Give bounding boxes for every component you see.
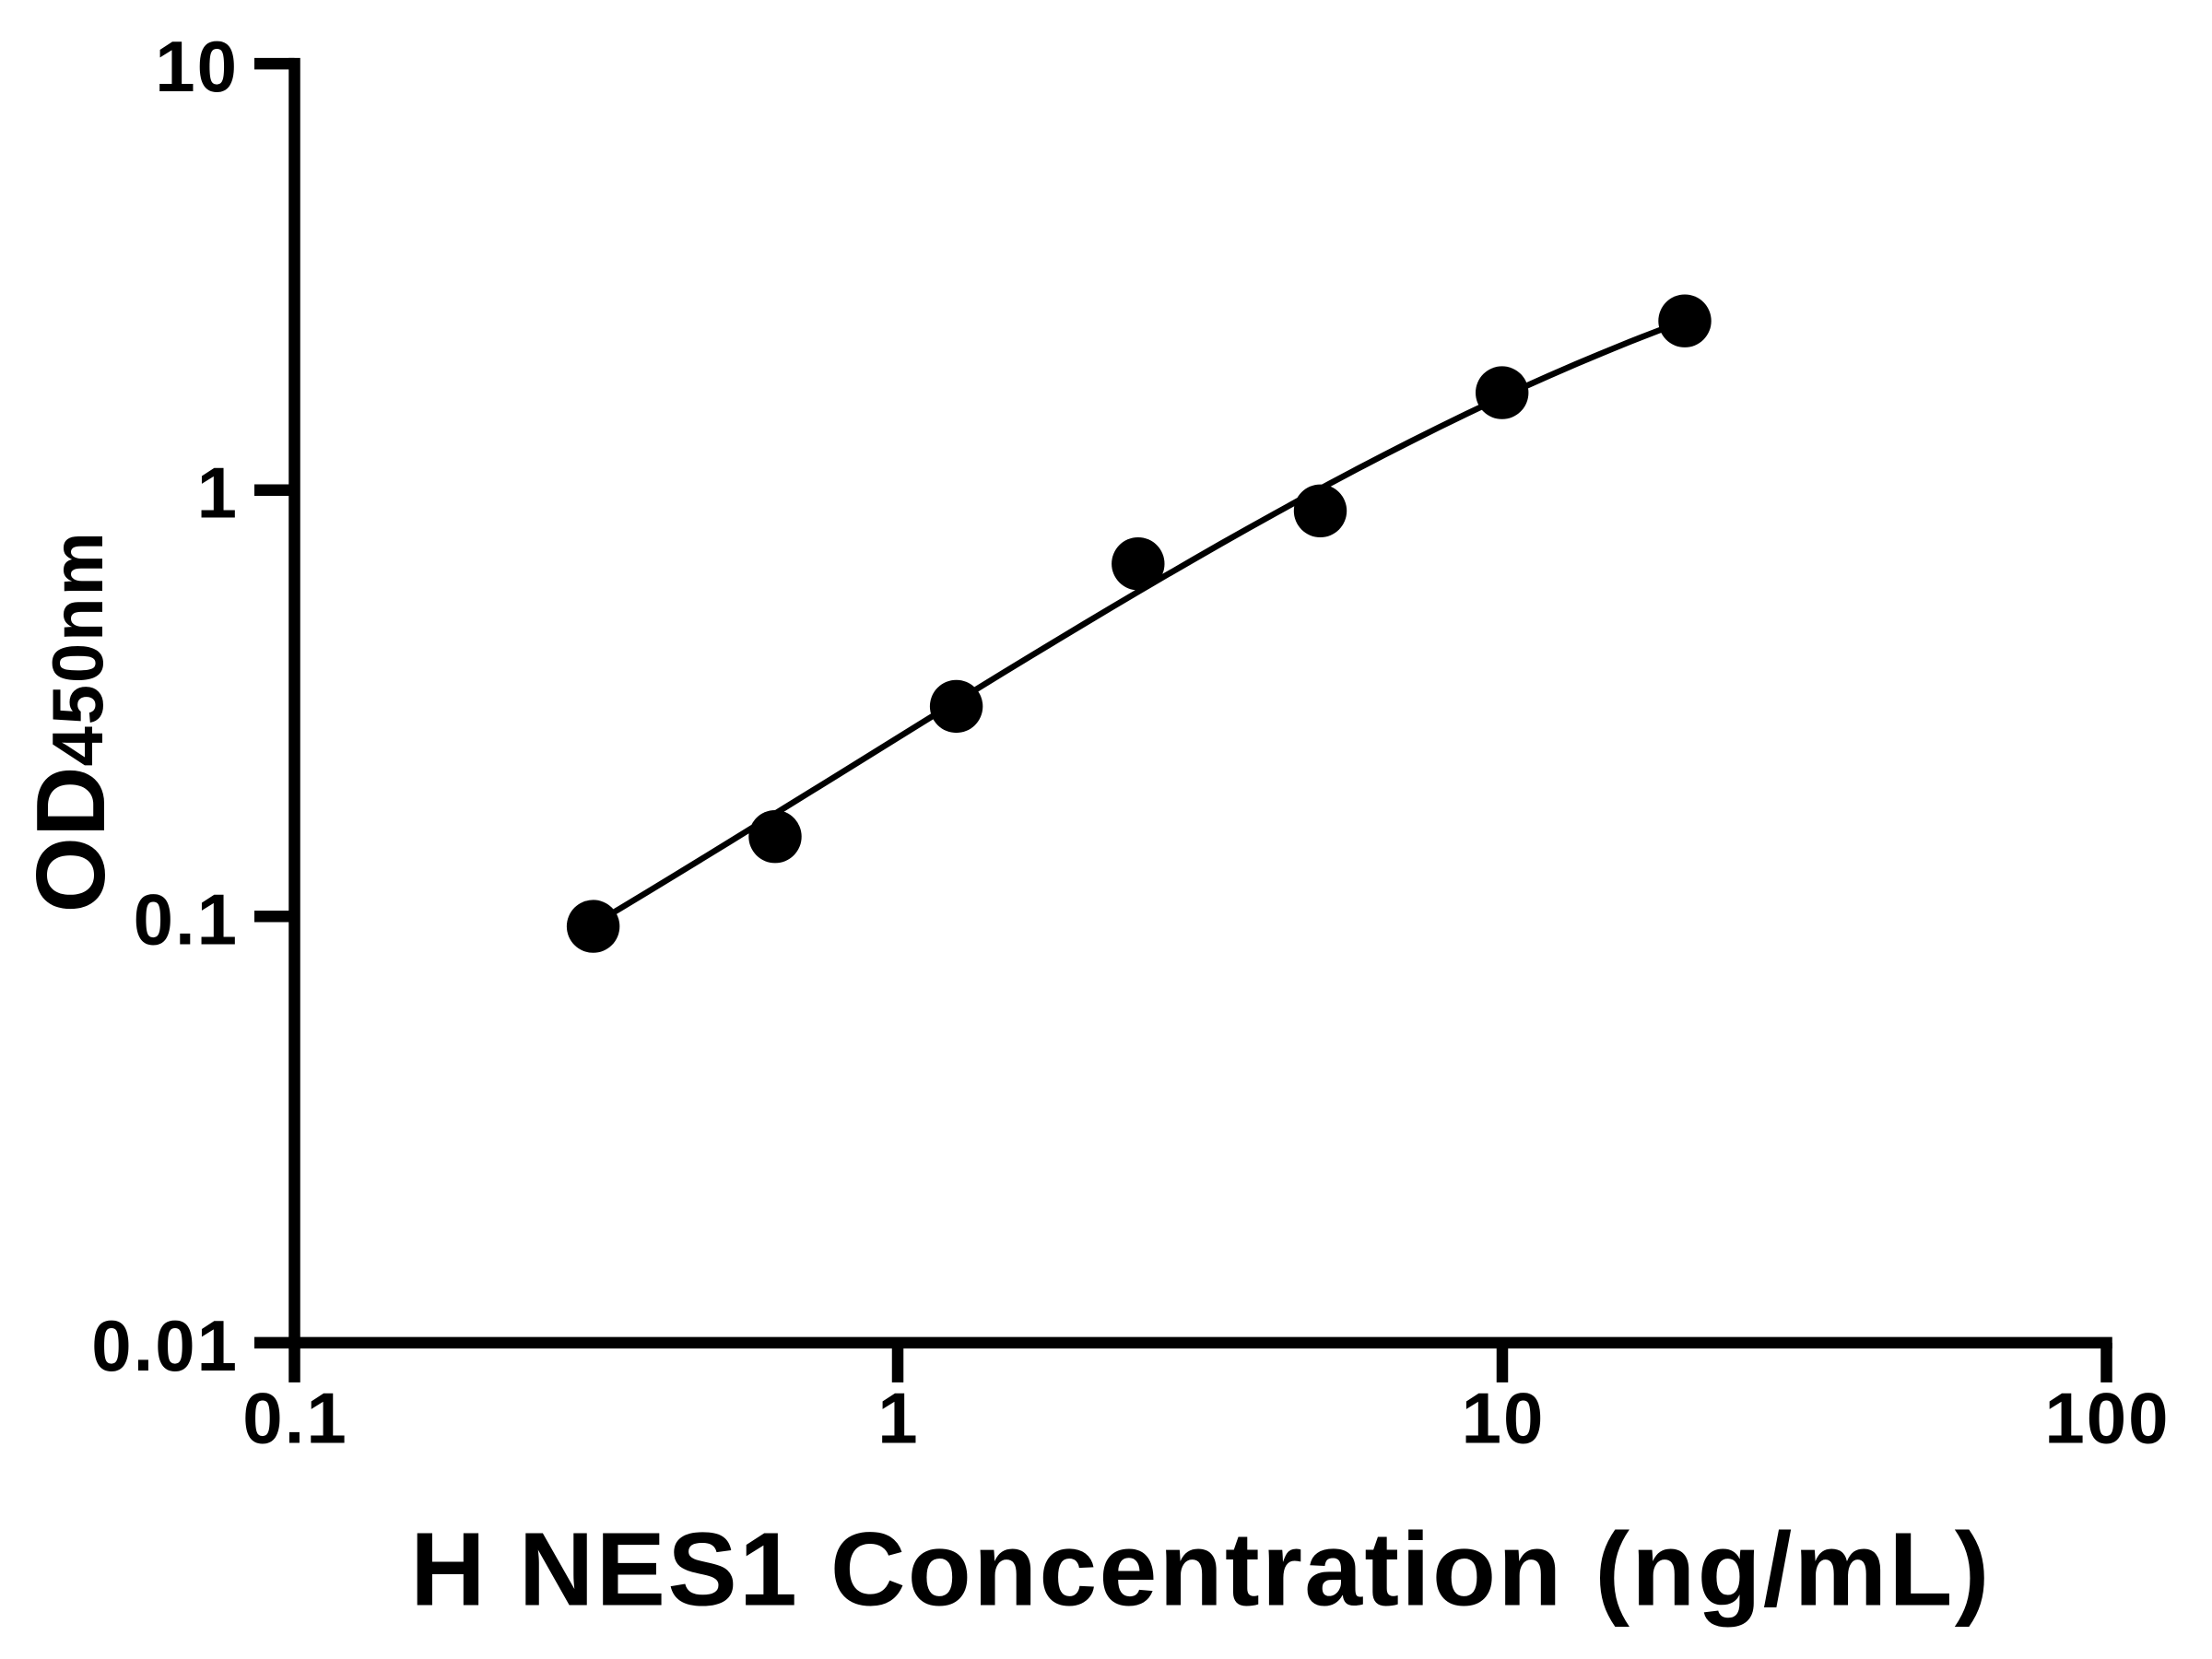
svg-text:100: 100: [2044, 1378, 2170, 1459]
svg-text:10: 10: [1462, 1378, 1546, 1459]
svg-text:0.01: 0.01: [91, 1305, 239, 1386]
svg-text:H NES1 Concentration (ng/mL): H NES1 Concentration (ng/mL): [410, 1512, 1991, 1628]
svg-text:0.1: 0.1: [242, 1378, 347, 1459]
svg-text:10: 10: [155, 26, 239, 107]
svg-text:1: 1: [197, 453, 239, 534]
svg-text:OD450nm: OD450nm: [17, 530, 125, 912]
svg-text:1: 1: [877, 1378, 919, 1459]
svg-text:0.1: 0.1: [134, 878, 239, 959]
